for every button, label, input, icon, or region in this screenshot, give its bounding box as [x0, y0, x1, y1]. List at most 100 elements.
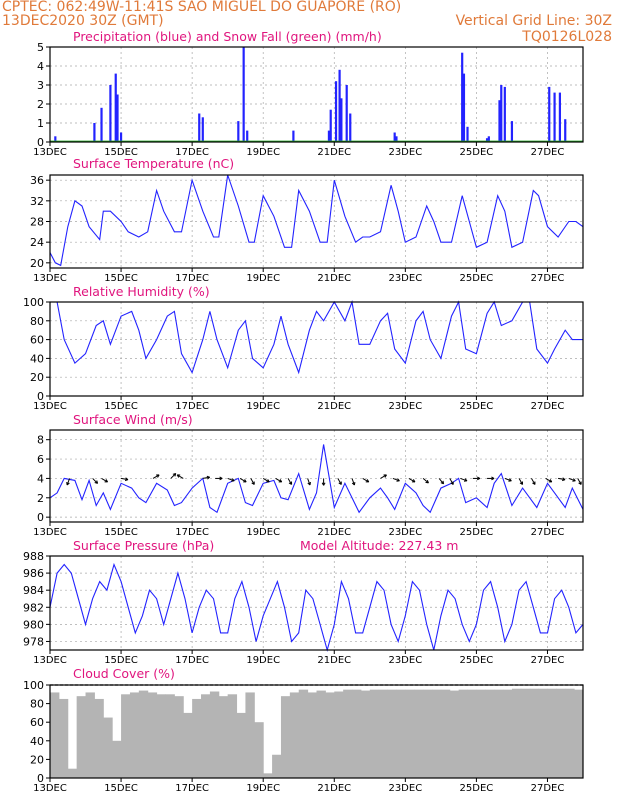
precip-bar — [461, 52, 464, 143]
x-tick-label: 17DEC — [175, 527, 209, 538]
cloud-bar — [272, 754, 282, 778]
precip-bar — [334, 81, 338, 142]
y-tick-label: 0 — [37, 136, 44, 149]
wind-arrow — [568, 477, 576, 482]
x-tick-label: 15DEC — [104, 527, 138, 538]
y-tick-label: 986 — [23, 567, 44, 580]
x-tick-label: 21DEC — [317, 655, 351, 666]
x-tick-label: 21DEC — [317, 527, 351, 538]
wind-arrow — [176, 474, 184, 479]
x-tick-label: 21DEC — [317, 147, 351, 158]
precip-bar — [466, 126, 469, 142]
cloud-bar — [574, 689, 584, 778]
cloud-bar — [529, 688, 540, 778]
cloud-bar — [449, 690, 460, 778]
wind-arrow — [504, 477, 512, 482]
cloud-bar — [67, 768, 78, 778]
cloud-bar — [254, 722, 264, 778]
cloud-bar — [156, 694, 166, 778]
y-tick-label: 40 — [30, 352, 44, 365]
cloud-bar — [76, 696, 87, 778]
cloud-bar — [431, 689, 442, 778]
cloud-bar — [405, 689, 415, 778]
panel-title: Cloud Cover (%) — [73, 666, 175, 681]
y-tick-label: 60 — [30, 334, 44, 347]
precip-bar — [292, 130, 295, 142]
wind-arrow — [120, 477, 129, 482]
grid-line-note: Vertical Grid Line: 30Z — [455, 13, 612, 29]
grid — [49, 430, 583, 522]
cloud-bar — [147, 692, 158, 778]
x-tick-label: 27DEC — [531, 147, 565, 158]
model-code: TQ0126L028 — [522, 29, 612, 45]
x-tick-label: 27DEC — [531, 783, 565, 794]
cloud-bar — [192, 698, 202, 778]
cloud-bar — [236, 712, 246, 778]
wind-arrow — [545, 477, 553, 483]
cloud-bar — [316, 690, 326, 778]
wind-arrow — [215, 476, 223, 481]
cloud-bar — [289, 692, 300, 778]
x-tick-label: 13DEC — [33, 783, 67, 794]
x-tick-label: 25DEC — [460, 527, 494, 538]
y-tick-label: 2 — [37, 492, 44, 505]
wind-arrow — [152, 474, 160, 479]
precip-bar — [395, 136, 398, 142]
cloud-bar — [556, 688, 566, 778]
cloud-bar — [165, 694, 175, 778]
wind-arrow — [262, 477, 270, 483]
y-axis: 0 1 2 3 4 5 — [37, 41, 50, 149]
wind-arrow — [227, 477, 235, 482]
wind-arrow — [101, 477, 109, 483]
x-tick-label: 21DEC — [317, 783, 351, 794]
x-tick-label: 13DEC — [33, 147, 67, 158]
wind-arrow — [287, 478, 293, 485]
y-tick-label: 24 — [30, 236, 44, 249]
cloud-bar — [414, 689, 424, 778]
wind-arrow — [92, 478, 99, 484]
x-tick-label: 23DEC — [388, 655, 422, 666]
x-tick-label: 23DEC — [388, 147, 422, 158]
grid — [49, 301, 583, 397]
wind-arrow — [337, 478, 342, 485]
cloud-bar — [387, 689, 397, 778]
precip-bar — [510, 121, 514, 142]
x-tick-label: 25DEC — [460, 783, 494, 794]
cloud-bar — [183, 712, 193, 778]
precip-bar — [119, 132, 123, 142]
cloud-bar — [467, 689, 477, 778]
x-tick-label: 27DEC — [531, 273, 565, 284]
y-axis: 0 20 40 60 80 100 — [23, 679, 50, 785]
x-tick-label: 25DEC — [460, 147, 494, 158]
x-tick-label: 27DEC — [531, 401, 565, 412]
panel-frame — [49, 46, 584, 143]
x-axis: 13DEC 15DEC 17DEC 19DEC 21DEC 23DEC 25DEC 27DEC — [33, 778, 564, 794]
x-tick-label: 15DEC — [104, 783, 138, 794]
series — [49, 444, 584, 514]
cloud-bar — [138, 690, 149, 778]
y-tick-label: 4 — [37, 60, 44, 73]
cloud-bar — [58, 698, 69, 778]
y-tick-label: 3 — [37, 79, 44, 92]
precip-bar — [109, 85, 112, 142]
y-tick-label: 0 — [37, 772, 44, 785]
y-axis: 20 24 28 32 36 — [30, 174, 50, 270]
grid — [49, 175, 583, 268]
cloud-bar — [503, 689, 513, 778]
cloud-bar — [307, 692, 317, 778]
y-tick-label: 80 — [30, 315, 44, 328]
x-tick-label: 17DEC — [175, 655, 209, 666]
x-tick-label: 17DEC — [175, 783, 209, 794]
precip-bar — [485, 138, 489, 142]
x-tick-label: 17DEC — [175, 147, 209, 158]
y-tick-label: 982 — [23, 601, 44, 614]
precip-bar — [201, 117, 204, 142]
cloud-bar — [218, 696, 229, 778]
x-tick-label: 15DEC — [104, 147, 138, 158]
cloud-bar — [440, 689, 451, 778]
x-tick-label: 19DEC — [246, 401, 280, 412]
y-axis: 978 980 982 984 986 988 — [23, 550, 50, 648]
wind-arrow — [472, 476, 481, 481]
cloud-bar — [298, 689, 309, 778]
panel-title: Precipitation (blue) and Snow Fall (gree… — [73, 29, 382, 44]
